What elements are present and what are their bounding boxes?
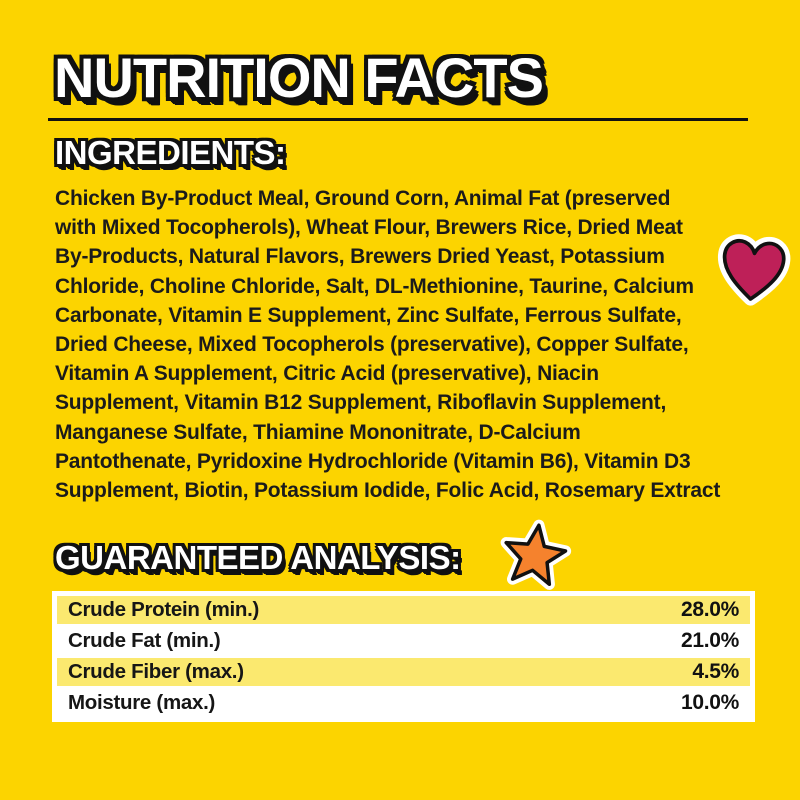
ingredients-line: Chloride, Choline Chloride, Salt, DL-Met… xyxy=(55,274,694,298)
title-divider xyxy=(48,118,748,121)
ingredients-line: Manganese Sulfate, Thiamine Mononitrate,… xyxy=(55,420,581,444)
row-value: 10.0% xyxy=(680,691,739,714)
ingredients-line: Chicken By-Product Meal, Ground Corn, An… xyxy=(55,187,671,210)
ingredients-heading: INGREDIENTS: xyxy=(55,134,286,171)
ingredients-line: with Mixed Tocopherols), Wheat Flour, Br… xyxy=(55,216,683,240)
ingredients-line: By-Products, Natural Flavors, Brewers Dr… xyxy=(55,245,665,269)
heart-icon xyxy=(713,231,793,311)
row-value: 28.0% xyxy=(680,598,739,621)
ingredients-line: Vitamin A Supplement, Citric Acid (prese… xyxy=(55,362,599,386)
row-label: Crude Fat (min.) xyxy=(68,629,221,652)
row-value: 4.5% xyxy=(692,660,739,683)
row-label: Moisture (max.) xyxy=(68,691,215,714)
ingredients-line: Carbonate, Vitamin E Supplement, Zinc Su… xyxy=(55,303,682,327)
ingredients-line: Pantothenate, Pyridoxine Hydrochloride (… xyxy=(55,449,691,473)
analysis-table: Crude Protein (min.) 28.0% Crude Fat (min.… xyxy=(52,591,755,722)
page-title: NUTRITION FACTS xyxy=(54,46,544,109)
row-value: 21.0% xyxy=(680,629,739,652)
table-row: Crude Fat (min.) 21.0% xyxy=(57,627,750,655)
ingredients-text: Chicken By-Product Meal, Ground Corn, An… xyxy=(55,184,735,505)
analysis-heading: GUARANTEED ANALYSIS: xyxy=(55,539,461,576)
table-row: Crude Fiber (max.) 4.5% xyxy=(57,658,750,686)
row-label: Crude Fiber (max.) xyxy=(68,660,244,683)
ingredients-line: Dried Cheese, Mixed Tocopherols (preserv… xyxy=(55,333,689,357)
ingredients-line: Supplement, Biotin, Potassium Iodide, Fo… xyxy=(55,479,721,503)
ingredients-line: Supplement, Vitamin B12 Supplement, Ribo… xyxy=(55,391,667,415)
table-row: Crude Protein (min.) 28.0% xyxy=(57,596,750,624)
table-row: Moisture (max.) 10.0% xyxy=(57,689,750,717)
row-label: Crude Protein (min.) xyxy=(68,598,260,621)
star-icon xyxy=(495,513,574,592)
